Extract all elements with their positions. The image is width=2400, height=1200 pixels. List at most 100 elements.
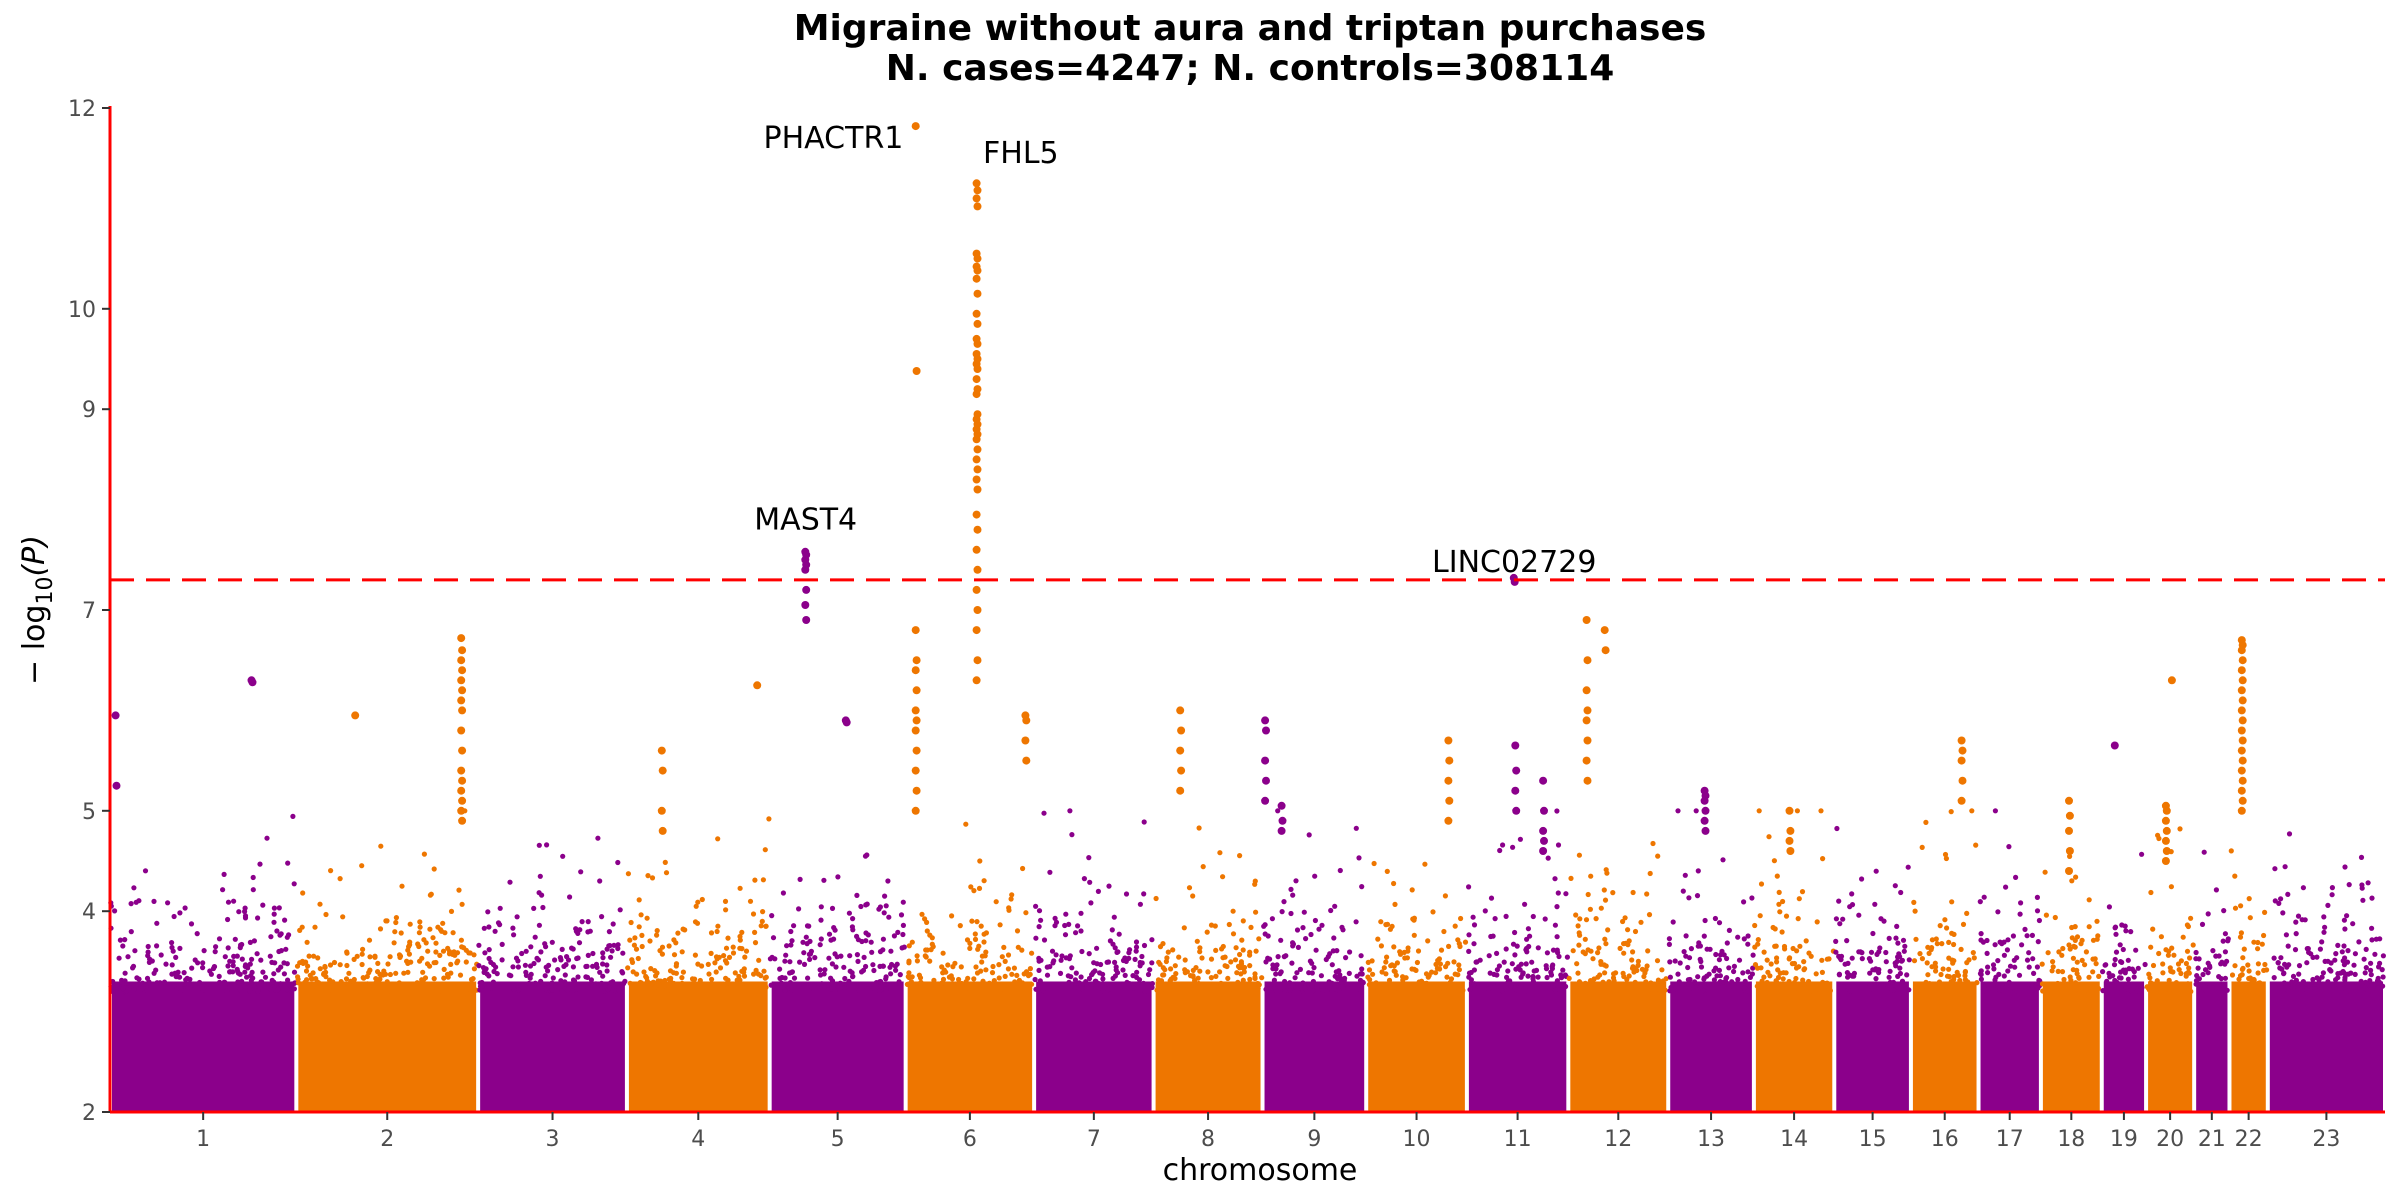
snp-point: [2072, 987, 2078, 993]
snp-point: [455, 981, 461, 988]
snp-point: [227, 969, 233, 975]
snp-point: [2304, 960, 2310, 966]
snp-point: [250, 975, 256, 981]
snp-point: [1752, 962, 1759, 968]
snp-point: [595, 835, 601, 841]
snp-point: [892, 981, 898, 987]
snp-point: [1583, 736, 1592, 745]
snp-point: [268, 934, 274, 940]
snp-point: [1704, 973, 1710, 979]
snp-point: [131, 885, 137, 891]
snp-point: [1549, 965, 1555, 972]
snp-point: [958, 964, 964, 970]
snp-point: [1132, 956, 1138, 963]
snp-point: [433, 940, 439, 946]
snp-point: [1131, 985, 1137, 991]
snp-point: [241, 983, 247, 989]
snp-point: [600, 950, 606, 956]
snp-point: [1933, 968, 1939, 974]
snp-point: [416, 981, 422, 987]
snp-point: [1924, 987, 1930, 993]
snp-point: [680, 969, 687, 975]
snp-point: [671, 970, 677, 976]
snp-point: [1700, 987, 1706, 994]
snp-point: [1796, 987, 1802, 993]
snp-point: [1437, 966, 1443, 972]
snp-point: [1275, 954, 1281, 960]
snp-point: [378, 843, 384, 849]
snp-point: [1683, 953, 1689, 959]
snp-point: [349, 987, 355, 994]
snp-point: [1086, 951, 1092, 957]
snp-point: [1955, 972, 1962, 979]
snp-point: [2065, 867, 2073, 875]
snp-point: [714, 928, 720, 935]
snp-point: [1585, 891, 1591, 898]
snp-point: [1275, 808, 1281, 814]
snp-point: [1378, 943, 1384, 949]
snp-point: [991, 978, 997, 984]
snp-point: [585, 952, 591, 959]
snp-point: [1384, 954, 1390, 960]
snp-point: [584, 974, 591, 981]
snp-point: [1529, 959, 1535, 965]
snp-point: [560, 853, 566, 859]
snp-point: [2296, 971, 2302, 977]
snp-point: [911, 766, 920, 775]
snp-point: [1162, 967, 1168, 973]
snp-point: [901, 944, 907, 950]
x-tick-label: 16: [1931, 1127, 1959, 1152]
snp-point: [1755, 937, 1761, 943]
snp-point: [1313, 947, 1319, 953]
snp-point: [1893, 935, 1899, 941]
snp-point: [1900, 937, 1907, 943]
snp-point: [1777, 909, 1783, 915]
snp-point: [2160, 961, 2166, 967]
snp-point: [877, 988, 883, 994]
snp-point: [1023, 969, 1030, 975]
snp-point: [737, 885, 743, 891]
snp-point: [708, 950, 714, 957]
snp-point: [854, 952, 861, 958]
snp-point: [2237, 666, 2246, 675]
snp-point: [880, 936, 887, 942]
snp-point: [1535, 974, 1541, 980]
snp-point: [1512, 806, 1521, 815]
snp-point: [1600, 626, 1609, 635]
snp-point: [1240, 977, 1246, 983]
snp-point: [787, 959, 793, 965]
snp-point: [762, 847, 768, 853]
snp-point: [922, 982, 929, 989]
snp-point: [2237, 706, 2246, 715]
snp-point: [1714, 973, 1720, 979]
snp-point: [604, 962, 610, 968]
snp-point: [306, 953, 312, 959]
snp-point: [1078, 910, 1084, 916]
snp-point: [2100, 969, 2106, 975]
snp-point: [1977, 899, 1983, 905]
snp-point: [636, 924, 642, 930]
chr-3-point-cloud: [480, 981, 625, 1112]
snp-point: [131, 987, 137, 993]
snp-point: [1592, 984, 1598, 990]
snp-point: [2072, 937, 2078, 944]
snp-point: [242, 913, 249, 919]
snp-point: [2169, 945, 2175, 951]
snp-point: [2322, 958, 2328, 965]
snp-point: [1806, 978, 1812, 985]
snp-point: [1235, 963, 1242, 970]
snp-point: [1422, 861, 1428, 867]
snp-point: [2148, 944, 2154, 950]
snp-point: [1856, 912, 1862, 918]
snp-point: [1776, 901, 1782, 907]
chr-18-point-cloud: [2042, 981, 2100, 1112]
snp-point: [559, 988, 565, 995]
snp-point: [1413, 967, 1419, 974]
snp-point: [1697, 956, 1703, 962]
snp-point: [375, 969, 381, 975]
snp-point: [1067, 808, 1073, 814]
snp-point: [1997, 987, 2003, 993]
snp-point: [1451, 959, 1457, 965]
snp-point: [973, 525, 982, 534]
snp-point: [1582, 980, 1588, 986]
